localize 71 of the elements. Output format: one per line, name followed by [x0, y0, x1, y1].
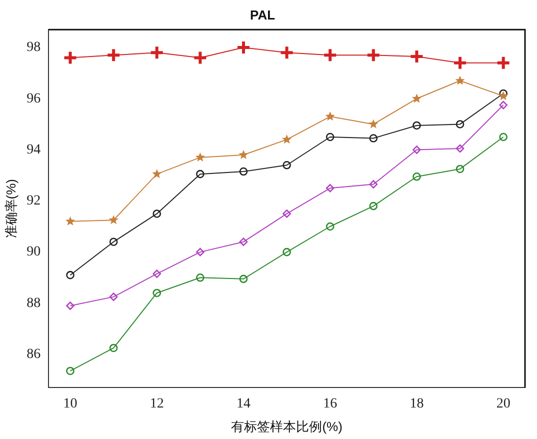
point — [66, 270, 74, 280]
point — [66, 216, 76, 226]
point — [109, 238, 118, 246]
point — [456, 144, 464, 153]
point — [62, 50, 78, 66]
point — [152, 288, 162, 298]
point — [108, 215, 118, 224]
point — [412, 146, 421, 154]
point — [106, 48, 122, 63]
point — [109, 344, 118, 352]
point — [326, 184, 334, 192]
point — [152, 210, 162, 218]
point — [279, 45, 294, 60]
point — [152, 169, 162, 178]
point — [496, 55, 511, 70]
point — [409, 48, 424, 64]
point — [238, 150, 248, 159]
point — [369, 202, 378, 210]
point — [412, 94, 422, 103]
point — [499, 132, 508, 142]
point — [369, 180, 378, 188]
x-tick-label: 14 — [236, 396, 250, 412]
point — [412, 172, 421, 181]
point — [456, 164, 464, 174]
y-axis-title: 准确率(%) — [3, 178, 18, 238]
point — [196, 248, 204, 256]
chart-title: PAL — [250, 7, 276, 22]
point — [196, 273, 204, 282]
point — [239, 167, 248, 176]
point — [368, 119, 378, 128]
y-tick-label: 96 — [26, 91, 41, 106]
point — [455, 76, 465, 85]
point — [282, 248, 291, 256]
x-tick-label: 16 — [323, 396, 338, 412]
y-tick-label: 94 — [26, 142, 41, 158]
point — [369, 134, 378, 142]
point — [195, 152, 205, 162]
point — [452, 55, 468, 70]
y-tick-label: 86 — [26, 347, 41, 362]
point — [456, 120, 464, 128]
point — [239, 238, 248, 246]
point — [366, 48, 381, 63]
point — [236, 40, 251, 55]
point — [152, 270, 162, 278]
x-tick-label: 18 — [410, 396, 424, 412]
point — [192, 50, 208, 66]
point — [499, 89, 508, 98]
y-tick-label: 92 — [26, 194, 41, 209]
y-tick-label: 90 — [26, 244, 41, 260]
point — [149, 45, 164, 60]
y-tick-label: 88 — [26, 296, 41, 311]
point — [498, 91, 508, 100]
point — [109, 292, 118, 301]
point — [66, 366, 74, 376]
point — [326, 222, 334, 231]
point — [282, 134, 292, 144]
point — [412, 121, 421, 130]
point — [499, 100, 508, 110]
point — [66, 302, 74, 310]
point — [326, 132, 334, 142]
x-tick-label: 10 — [63, 396, 78, 412]
point — [325, 112, 335, 121]
y-tick-label: 98 — [26, 40, 41, 56]
point — [282, 210, 291, 218]
x-axis-title: 有标签样本比例(%) — [231, 418, 342, 434]
x-tick-label: 20 — [496, 396, 510, 412]
point — [239, 274, 248, 284]
point — [322, 48, 338, 63]
x-tick-label: 12 — [150, 396, 164, 412]
point — [282, 160, 291, 170]
point — [196, 170, 204, 178]
